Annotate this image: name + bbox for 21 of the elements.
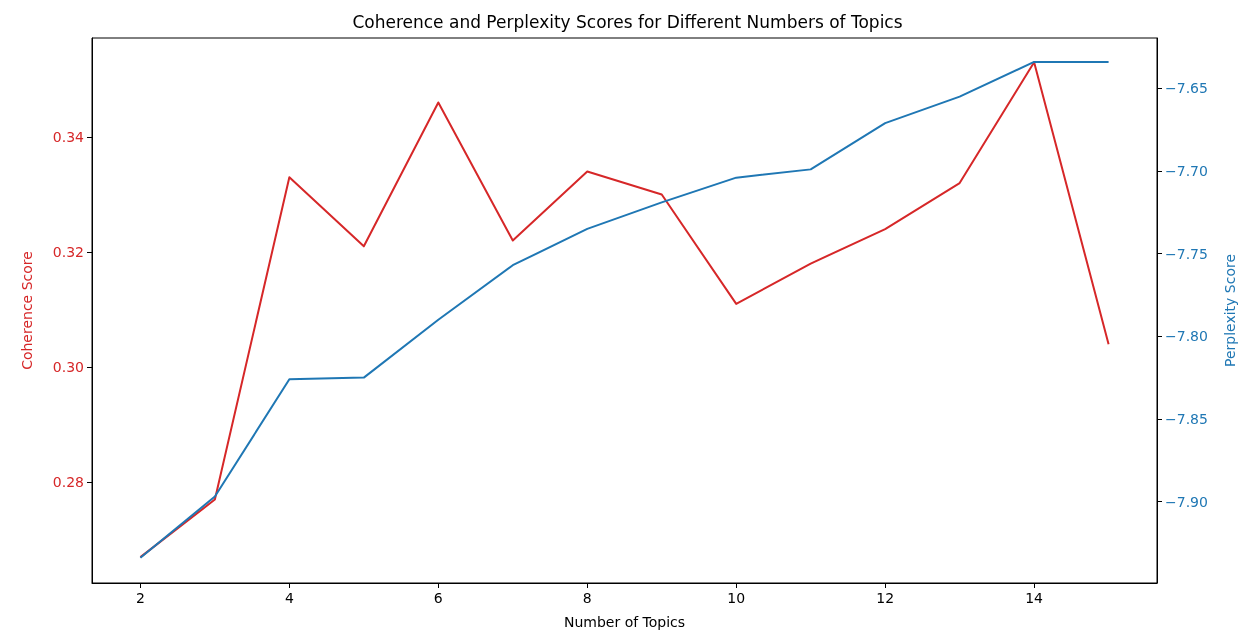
y2-tick-label: −7.90 (1165, 493, 1208, 510)
y-tick-label: 0.28 (52, 474, 84, 491)
x-tick-label: 12 (876, 590, 895, 606)
y-tick-label: 0.30 (52, 359, 84, 376)
y2-tick-label: −7.85 (1165, 410, 1208, 427)
x-tick-label: 8 (582, 590, 592, 606)
y2-tick-label: −7.70 (1165, 163, 1208, 180)
y2-tick-label: −7.80 (1165, 328, 1208, 345)
y-tick-label: 0.34 (52, 128, 85, 145)
y2-tick-label: −7.75 (1165, 245, 1208, 262)
y-tick-label: 0.32 (52, 244, 84, 261)
x-tick-label: 6 (433, 590, 443, 606)
y2-tick-label: −7.65 (1165, 80, 1208, 97)
x-tick-label: 4 (284, 590, 294, 606)
x-tick-label: 14 (1025, 590, 1044, 606)
y-axis-title: Coherence Score (19, 251, 35, 370)
x-tick-label: 2 (135, 590, 145, 606)
y2-axis-title: Perplexity Score (1222, 253, 1238, 368)
x-axis-title: Number of Topics (563, 614, 686, 630)
chart-title: Coherence and Perplexity Scores for Different Numbers of Topics (352, 11, 903, 32)
x-tick-label: 10 (727, 590, 746, 606)
